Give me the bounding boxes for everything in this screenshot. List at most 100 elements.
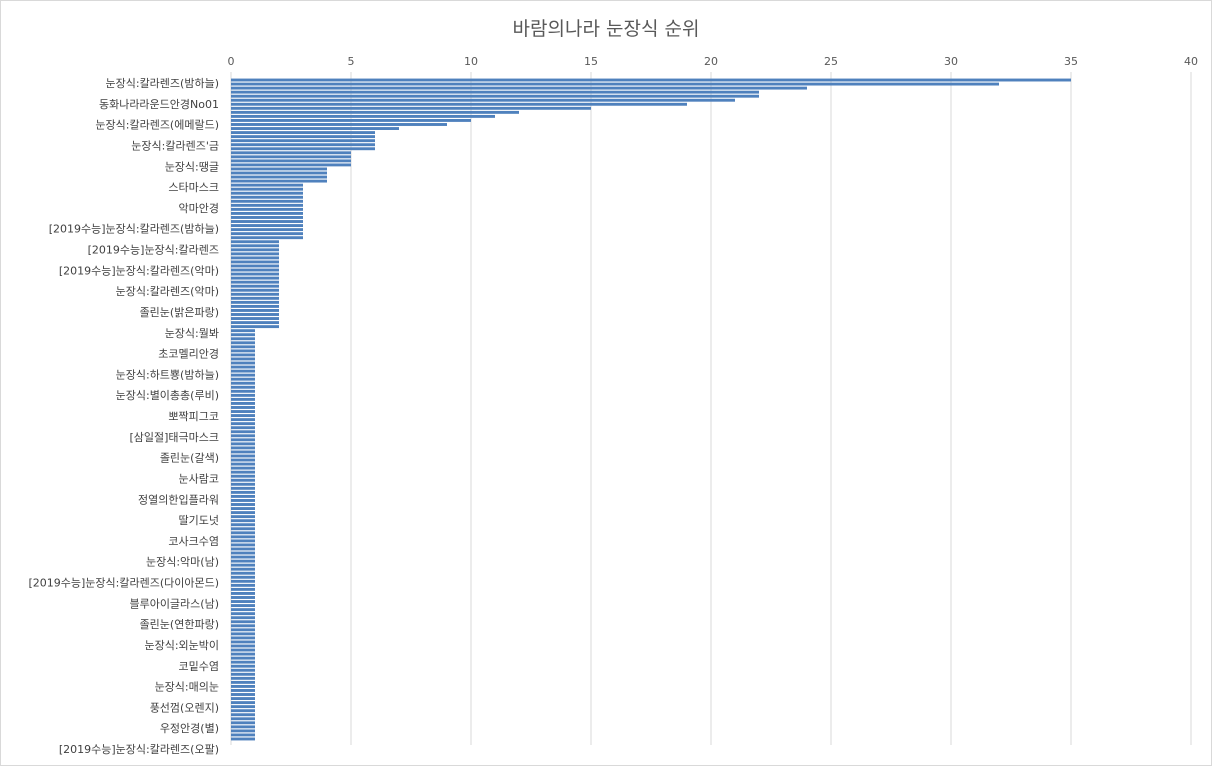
bar <box>231 361 255 365</box>
bar <box>231 733 255 737</box>
bar <box>231 664 255 668</box>
y-category-label: 풍선껌(오렌지) <box>150 701 219 714</box>
y-category-label: 졸린눈(연한파랑) <box>140 618 219 631</box>
bar <box>231 640 255 644</box>
y-category-label: 코사크수염 <box>168 535 219 548</box>
bar <box>231 244 279 248</box>
bar <box>231 216 303 219</box>
bar <box>231 373 255 377</box>
bar <box>231 689 255 692</box>
bar <box>231 114 495 118</box>
y-category-label: 눈장식:칼라렌즈(에메랄드) <box>95 119 219 132</box>
bar <box>231 155 351 159</box>
bar <box>231 280 279 284</box>
y-category-label: 눈장식:별이총총(루비) <box>116 389 219 402</box>
bar <box>231 135 375 139</box>
bar <box>231 151 351 155</box>
x-tick-label: 0 <box>228 55 235 68</box>
y-category-label: 코밑수염 <box>179 660 219 673</box>
bar <box>231 672 255 676</box>
bar <box>231 583 255 587</box>
y-category-label: [2019수능]눈장식:칼라렌즈(밤하늘) <box>49 222 219 236</box>
bar <box>231 163 351 167</box>
y-category-label: 눈사람코 <box>179 472 219 485</box>
bar <box>231 563 255 567</box>
y-category-label: 눈장식:땡글 <box>165 160 219 173</box>
bar <box>231 511 255 515</box>
bar <box>231 203 303 207</box>
bar <box>231 494 255 498</box>
bar <box>231 260 279 264</box>
y-category-label: [2019수능]눈장식:칼라렌즈(오팔) <box>59 743 219 756</box>
bar <box>231 648 255 652</box>
bar <box>231 551 255 555</box>
bar <box>231 345 255 349</box>
y-category-label: [삼일절]태극마스크 <box>129 430 219 444</box>
bar <box>231 636 255 640</box>
x-tick-label: 10 <box>464 55 478 68</box>
x-tick-label: 15 <box>584 55 598 68</box>
bar <box>231 333 255 337</box>
bar <box>231 644 255 648</box>
bar <box>231 705 255 709</box>
bar <box>231 341 255 345</box>
bar <box>231 729 255 733</box>
bar <box>231 357 255 361</box>
bar <box>231 555 255 559</box>
bar <box>231 183 303 187</box>
y-category-label: 딸기도넛 <box>179 514 219 527</box>
bar <box>231 131 375 135</box>
y-category-label: [2019수능]눈장식:칼라렌즈(다이아몬드) <box>28 577 219 590</box>
bar <box>231 414 255 418</box>
y-category-label: 초코멜리안경 <box>158 348 219 361</box>
y-category-label: 우정안경(별) <box>160 722 219 735</box>
bar <box>231 539 255 543</box>
chart-title: 바람의나라 눈장식 순위 <box>512 18 700 40</box>
bar <box>231 680 255 684</box>
bar <box>231 397 255 401</box>
bar <box>231 547 255 551</box>
bar <box>231 422 255 426</box>
bar <box>231 434 255 438</box>
bar <box>231 321 279 325</box>
bar <box>231 369 255 373</box>
x-tick-label: 5 <box>348 55 355 68</box>
bar <box>231 252 279 256</box>
bar <box>231 462 255 466</box>
bar <box>231 737 255 741</box>
bar <box>231 90 759 94</box>
bar <box>231 139 375 143</box>
y-category-label: 눈장식:외눈박이 <box>144 639 219 652</box>
bar <box>231 668 255 672</box>
y-category-label: 악마안경 <box>179 202 219 215</box>
bar <box>231 543 255 547</box>
x-tick-label: 40 <box>1184 55 1198 68</box>
bar <box>231 454 255 458</box>
bar <box>231 264 279 268</box>
bar <box>231 272 279 276</box>
bar <box>231 482 255 486</box>
bar <box>231 519 255 523</box>
bar <box>231 393 255 397</box>
bar <box>231 220 303 223</box>
bar <box>231 78 1071 82</box>
y-category-label: 눈장식:매의눈 <box>155 681 219 694</box>
bar <box>231 337 255 341</box>
bar <box>231 478 255 482</box>
bar <box>231 567 255 571</box>
bar <box>231 304 279 308</box>
y-category-label: 눈장식:하트뿅(밤하늘) <box>116 367 219 381</box>
bar <box>231 110 519 114</box>
bar <box>231 309 279 312</box>
bar <box>231 426 255 430</box>
bar <box>231 632 255 636</box>
bar <box>231 474 255 478</box>
bar <box>231 389 255 393</box>
y-category-label: 눈장식:칼라렌즈(악마) <box>116 285 219 298</box>
bar <box>231 470 255 474</box>
bar <box>231 713 255 717</box>
bar <box>231 317 279 320</box>
y-category-label: 눈장식:뭘봐 <box>165 327 219 340</box>
x-tick-label: 35 <box>1064 55 1078 68</box>
